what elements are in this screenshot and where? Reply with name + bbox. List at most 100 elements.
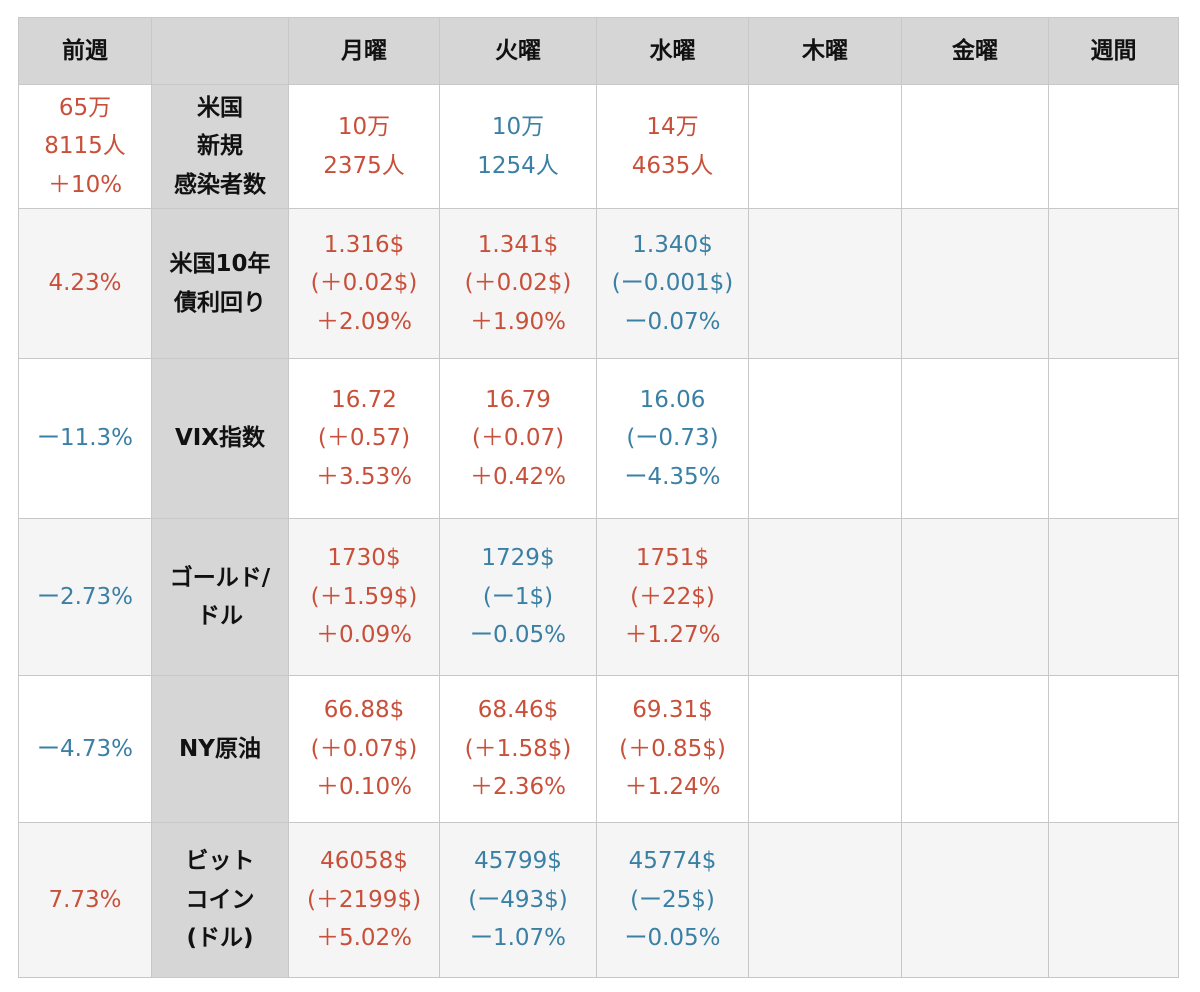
- table-row: 4.23% 米国10年 債利回り 1.316$ (＋0.02$) ＋2.09% 1.341$…: [18, 208, 1179, 359]
- table-row: ー2.73% ゴールド/ドル 1730$ (＋1.59$) ＋0.09% 1729$ (ー1…: [18, 518, 1179, 676]
- prev-week-cell: 7.73%: [18, 822, 152, 978]
- monday-cell: 1730$ (＋1.59$) ＋0.09%: [288, 518, 440, 676]
- row-label-cell: 米国 新規 感染者数: [151, 84, 289, 209]
- wednesday-value: 1.340$: [632, 231, 713, 258]
- monday-value: 46058$: [320, 848, 408, 875]
- wednesday-value: (ー0.001$): [611, 270, 734, 297]
- prev-week-value: 65万: [58, 94, 112, 121]
- header-weekly: 週間: [1048, 17, 1179, 85]
- row-label: ゴールド/: [169, 564, 271, 591]
- row-label-cell: 米国10年 債利回り: [151, 208, 289, 359]
- wednesday-value: (＋0.85$): [619, 735, 726, 762]
- wednesday-cell: 14万 4635人: [596, 84, 749, 209]
- wednesday-cell: 69.31$ (＋0.85$) ＋1.24%: [596, 675, 749, 823]
- table-row: ー11.3% VIX指数 16.72 (＋0.57) ＋3.53% 16.79 (＋0.07…: [18, 358, 1179, 519]
- monday-value: (＋2199$): [306, 886, 422, 913]
- wednesday-value: ＋1.27%: [624, 622, 721, 649]
- friday-cell: [901, 675, 1049, 823]
- prev-week-value: 7.73%: [48, 886, 122, 913]
- monday-value: 1.316$: [323, 231, 405, 258]
- wednesday-cell: 1751$ (＋22$) ＋1.27%: [596, 518, 749, 676]
- wednesday-value: 45774$: [628, 848, 717, 875]
- monday-value: ＋0.09%: [315, 622, 413, 649]
- prev-week-cell: ー4.73%: [18, 675, 152, 823]
- tuesday-cell: 10万 1254人: [439, 84, 597, 209]
- monday-value: (＋0.07$): [310, 735, 418, 762]
- header-label-column: [151, 17, 289, 85]
- row-label-cell: NY原油: [151, 675, 289, 823]
- tuesday-value: ー0.05%: [469, 622, 567, 649]
- wednesday-value: 14万: [646, 114, 699, 140]
- row-label: VIX指数: [174, 425, 266, 452]
- header-friday: 金曜: [901, 17, 1049, 85]
- wednesday-value: 1751$: [635, 545, 710, 572]
- row-label-cell: ビット コイン (ドル): [151, 822, 289, 978]
- monday-value: ＋2.09%: [315, 308, 413, 335]
- row-label: NY原油: [179, 735, 261, 762]
- weekly-cell: [1048, 518, 1179, 676]
- wednesday-value: ＋1.24%: [624, 774, 721, 801]
- monday-value: ＋0.10%: [315, 774, 413, 801]
- monday-value: 2375人: [323, 152, 405, 179]
- weekly-cell: [1048, 358, 1179, 519]
- tuesday-value: 1729$: [481, 545, 555, 572]
- header-tuesday: 火曜: [439, 17, 597, 85]
- tuesday-cell: 45799$ (ー493$) ー1.07%: [439, 822, 597, 978]
- wednesday-value: (ー25$): [630, 886, 715, 913]
- tuesday-value: (＋0.07): [471, 425, 565, 452]
- header-row: 前週 月曜 火曜 水曜 木曜 金曜 週間: [18, 17, 1179, 85]
- prev-week-value: ー4.73%: [36, 735, 134, 762]
- wednesday-value: 69.31$: [632, 697, 713, 724]
- thursday-cell: [748, 358, 902, 519]
- row-label: 債利回り: [174, 289, 266, 316]
- prev-week-value: ＋10%: [47, 171, 123, 198]
- row-label: 新規: [197, 133, 243, 160]
- wednesday-cell: 45774$ (ー25$) ー0.05%: [596, 822, 749, 978]
- tuesday-value: (＋0.02$): [464, 270, 572, 297]
- thursday-cell: [748, 822, 902, 978]
- header-monday: 月曜: [288, 17, 440, 85]
- weekly-cell: [1048, 208, 1179, 359]
- wednesday-value: ー0.07%: [624, 308, 721, 335]
- friday-cell: [901, 518, 1049, 676]
- monday-value: 66.88$: [323, 697, 405, 724]
- thursday-cell: [748, 518, 902, 676]
- table-body: 65万 8115人 ＋10% 米国 新規 感染者数 10万 2375人 10万 1254人 14万 4…: [18, 84, 1179, 978]
- wednesday-cell: 1.340$ (ー0.001$) ー0.07%: [596, 208, 749, 359]
- wednesday-value: (ー0.73): [626, 425, 719, 452]
- row-label: コイン: [185, 886, 255, 913]
- prev-week-cell: 65万 8115人 ＋10%: [18, 84, 152, 209]
- prev-week-cell: ー11.3%: [18, 358, 152, 519]
- table-row: ー4.73% NY原油 66.88$ (＋0.07$) ＋0.10% 68.46$ (＋1.…: [18, 675, 1179, 823]
- wednesday-value: 4635人: [631, 152, 714, 179]
- thursday-cell: [748, 84, 902, 209]
- row-label-cell: VIX指数: [151, 358, 289, 519]
- wednesday-value: 16.06: [639, 386, 706, 413]
- prev-week-cell: 4.23%: [18, 208, 152, 359]
- wednesday-value: ー0.05%: [624, 925, 721, 952]
- row-label: 感染者数: [174, 171, 266, 198]
- tuesday-value: (ー493$): [468, 886, 568, 913]
- friday-cell: [901, 84, 1049, 209]
- monday-value: (＋0.02$): [310, 270, 418, 297]
- monday-value: ＋5.02%: [315, 925, 413, 952]
- table-row: 65万 8115人 ＋10% 米国 新規 感染者数 10万 2375人 10万 1254人 14万 4…: [18, 84, 1179, 209]
- monday-value: (＋1.59$): [310, 583, 418, 610]
- header-prev-week: 前週: [18, 17, 152, 85]
- prev-week-value: 4.23%: [48, 270, 122, 297]
- weekly-cell: [1048, 84, 1179, 209]
- thursday-cell: [748, 675, 902, 823]
- table-row: 7.73% ビット コイン (ドル) 46058$ (＋2199$) ＋5.02% 45799…: [18, 822, 1179, 978]
- tuesday-cell: 16.79 (＋0.07) ＋0.42%: [439, 358, 597, 519]
- tuesday-value: 45799$: [474, 848, 562, 875]
- friday-cell: [901, 822, 1049, 978]
- tuesday-value: ＋0.42%: [469, 463, 567, 490]
- row-label: 米国: [197, 94, 243, 121]
- header-wednesday: 水曜: [596, 17, 749, 85]
- friday-cell: [901, 358, 1049, 519]
- tuesday-cell: 68.46$ (＋1.58$) ＋2.36%: [439, 675, 597, 823]
- tuesday-value: ー1.07%: [469, 925, 567, 952]
- wednesday-value: ー4.35%: [624, 463, 721, 490]
- prev-week-cell: ー2.73%: [18, 518, 152, 676]
- monday-value: 1730$: [327, 545, 401, 572]
